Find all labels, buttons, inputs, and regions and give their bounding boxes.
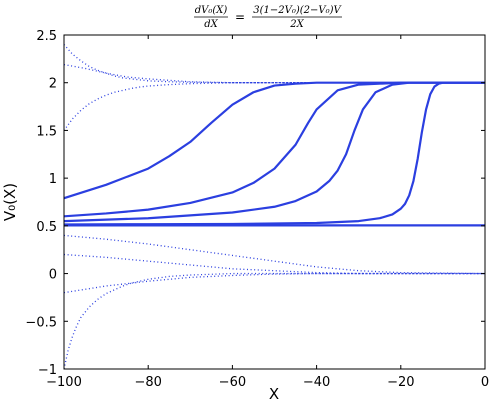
y-tick-label: 1.5 — [36, 124, 57, 139]
solid-series-1 — [64, 81, 485, 200]
dotted-series-7 — [64, 272, 485, 294]
x-tick-label: −20 — [387, 375, 414, 390]
dotted-series-3 — [64, 82, 485, 131]
series-layer — [64, 44, 485, 369]
dotted-series-2 — [64, 63, 485, 84]
y-tick-label: 2 — [49, 77, 57, 92]
solid-series-4 — [64, 81, 485, 226]
x-tick-label: −100 — [46, 375, 82, 390]
y-tick-label: 0 — [49, 268, 57, 283]
y-tick-label: 2.5 — [36, 29, 57, 44]
y-tick-label: 0.5 — [36, 220, 57, 235]
solid-series-2 — [64, 81, 485, 218]
solid-series-3 — [64, 81, 485, 223]
title-lhs-numerator: dV₀(X) — [195, 5, 228, 16]
title-equals: = — [235, 10, 245, 24]
y-tick-label: 1 — [49, 172, 57, 187]
x-tick-label: −40 — [303, 375, 330, 390]
dotted-series-5 — [64, 234, 485, 275]
dotted-series-8 — [64, 272, 485, 369]
y-tick-label: −1 — [38, 363, 57, 378]
x-tick-label: −80 — [134, 375, 161, 390]
plot-frame — [63, 34, 486, 370]
dotted-series-6 — [64, 253, 485, 275]
title-lhs-denominator: dX — [204, 19, 218, 30]
x-axis-label: X — [269, 385, 279, 403]
x-tick-label: 0 — [481, 375, 489, 390]
dotted-series-1 — [64, 44, 485, 84]
y-axis-label: V₀(X) — [1, 183, 19, 221]
chart-title: dV₀(X) dX = 3(1−2V₀)(2−V₀)V 2X — [194, 5, 343, 30]
x-tick-label: −60 — [219, 375, 246, 390]
axes: −100 −80 −60 −40 −20 0 −1 −0.5 0 0.5 1 1.5 2 2.5 — [25, 29, 489, 390]
y-tick-label: −0.5 — [25, 315, 57, 330]
title-rhs-numerator: 3(1−2V₀)(2−V₀)V — [253, 5, 342, 16]
title-rhs-denominator: 2X — [289, 19, 304, 30]
